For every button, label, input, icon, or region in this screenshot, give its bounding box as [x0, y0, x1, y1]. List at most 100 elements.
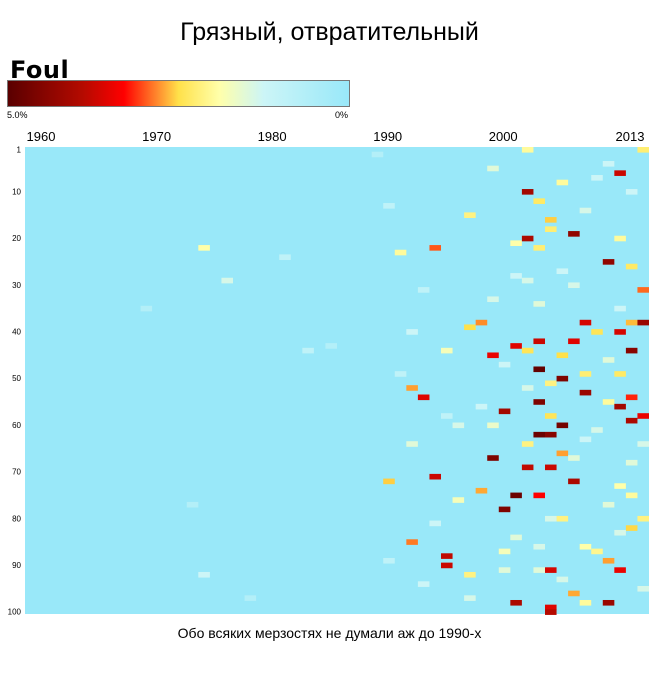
heatmap-cell	[533, 338, 545, 345]
legend-color-bar	[7, 80, 350, 107]
heatmap-cell	[602, 501, 615, 508]
y-tick-label: 60	[12, 421, 21, 430]
x-tick-label: 1990	[373, 129, 402, 144]
heatmap-cell	[533, 301, 545, 307]
heatmap-cell	[498, 548, 511, 555]
heatmap-cell	[510, 240, 522, 246]
heatmap-cell	[186, 501, 199, 508]
heatmap-cell	[521, 189, 534, 195]
heatmap-cell	[545, 515, 557, 522]
x-axis-ticks: 1960 1970 1980 1990 2000 2013	[27, 129, 645, 144]
heatmap-cell	[475, 319, 488, 326]
heatmap-cell	[545, 604, 557, 611]
heatmap-cell	[614, 567, 626, 573]
heatmap-cell	[591, 175, 603, 181]
heatmap-cell	[452, 422, 465, 429]
heatmap-cell	[591, 427, 603, 433]
heatmap-cell	[487, 165, 499, 172]
heatmap-cell	[637, 441, 649, 447]
heatmap-cell	[545, 226, 557, 232]
heatmap-cell	[533, 245, 545, 251]
heatmap-cell	[568, 455, 580, 461]
heatmap-cell	[602, 259, 615, 265]
heatmap-cell	[441, 347, 453, 354]
heatmap-cell	[498, 567, 511, 573]
heatmap-cell	[568, 231, 580, 237]
heatmap-cell	[579, 599, 592, 606]
heatmap-cell	[533, 543, 545, 550]
y-tick-label: 20	[12, 234, 21, 243]
heatmap-cell	[406, 539, 418, 545]
heatmap-cell	[521, 441, 534, 447]
heatmap-cell	[383, 203, 395, 209]
heatmap-cell	[579, 389, 592, 396]
heatmap-cell	[614, 235, 626, 242]
heatmap-cell	[302, 347, 314, 354]
x-tick-label: 2000	[489, 129, 518, 144]
heatmap-cell	[464, 595, 476, 601]
heatmap-cell	[521, 147, 534, 153]
heatmap-cell	[441, 413, 453, 419]
heatmap-cell	[429, 473, 441, 480]
heatmap-cell	[475, 487, 488, 494]
heatmap-cell	[637, 287, 649, 293]
heatmap-cell	[602, 557, 615, 564]
heatmap-cell	[498, 408, 511, 415]
heatmap-cell	[406, 329, 418, 335]
heatmap-cell	[521, 277, 534, 284]
heatmap-cell	[498, 361, 511, 368]
heatmap-cell	[637, 413, 649, 419]
y-axis-ticks: 1 10 20 30 40 50 60 70 80 90 100	[8, 145, 22, 616]
heatmap-cell	[487, 455, 499, 461]
heatmap-cell	[614, 170, 626, 176]
heatmap-cell	[556, 576, 569, 583]
legend-max-label: 0%	[335, 110, 349, 120]
heatmap-cell	[637, 585, 649, 592]
heatmap-cell	[579, 207, 592, 214]
y-tick-label: 70	[12, 468, 21, 477]
heatmap-cell	[521, 347, 534, 354]
heatmap-cell	[417, 394, 430, 401]
heatmap-cell	[568, 590, 580, 597]
heatmap-cell	[394, 371, 407, 377]
heatmap-cell	[441, 553, 453, 559]
heatmap-cell	[198, 571, 210, 578]
heatmap-cell	[510, 273, 522, 279]
heatmap-cell	[533, 492, 545, 499]
heatmap-cell	[614, 305, 626, 312]
heatmap-cell	[417, 287, 430, 293]
heatmap-cell	[602, 357, 615, 363]
y-tick-label: 100	[8, 608, 22, 617]
heatmap-cell	[475, 403, 488, 410]
heatmap-cell	[614, 371, 626, 377]
heatmap-cell	[487, 352, 499, 359]
heatmap-cell	[556, 422, 569, 429]
heatmap-cell	[406, 441, 418, 447]
heatmap-cell	[198, 245, 210, 251]
x-tick-label: 1980	[258, 129, 287, 144]
heatmap-cell	[614, 329, 626, 335]
heatmap-cell	[510, 492, 522, 499]
heatmap-cell	[452, 497, 465, 503]
y-tick-label: 80	[12, 514, 21, 523]
heatmap-cell	[510, 343, 522, 349]
heatmap-cells	[140, 147, 649, 615]
heatmap-cell	[568, 282, 580, 289]
heatmap-cell	[510, 534, 522, 541]
heatmap-cell	[545, 413, 557, 419]
heatmap-cell	[556, 268, 569, 275]
heatmap-cell	[602, 161, 615, 167]
heatmap-cell	[545, 380, 557, 387]
heatmap-cell	[498, 506, 511, 513]
heatmap-cell	[545, 217, 557, 223]
heatmap-cell	[637, 319, 649, 326]
heatmap-cell	[510, 599, 522, 606]
heatmap-cell	[533, 366, 545, 373]
heatmap-cell	[625, 263, 638, 270]
heatmap-cell	[383, 478, 395, 485]
heatmap-cell	[533, 198, 545, 204]
heatmap-cell	[614, 529, 626, 536]
heatmap-cell	[556, 352, 569, 359]
heatmap-cell	[521, 385, 534, 391]
heatmap-cell	[625, 394, 638, 401]
